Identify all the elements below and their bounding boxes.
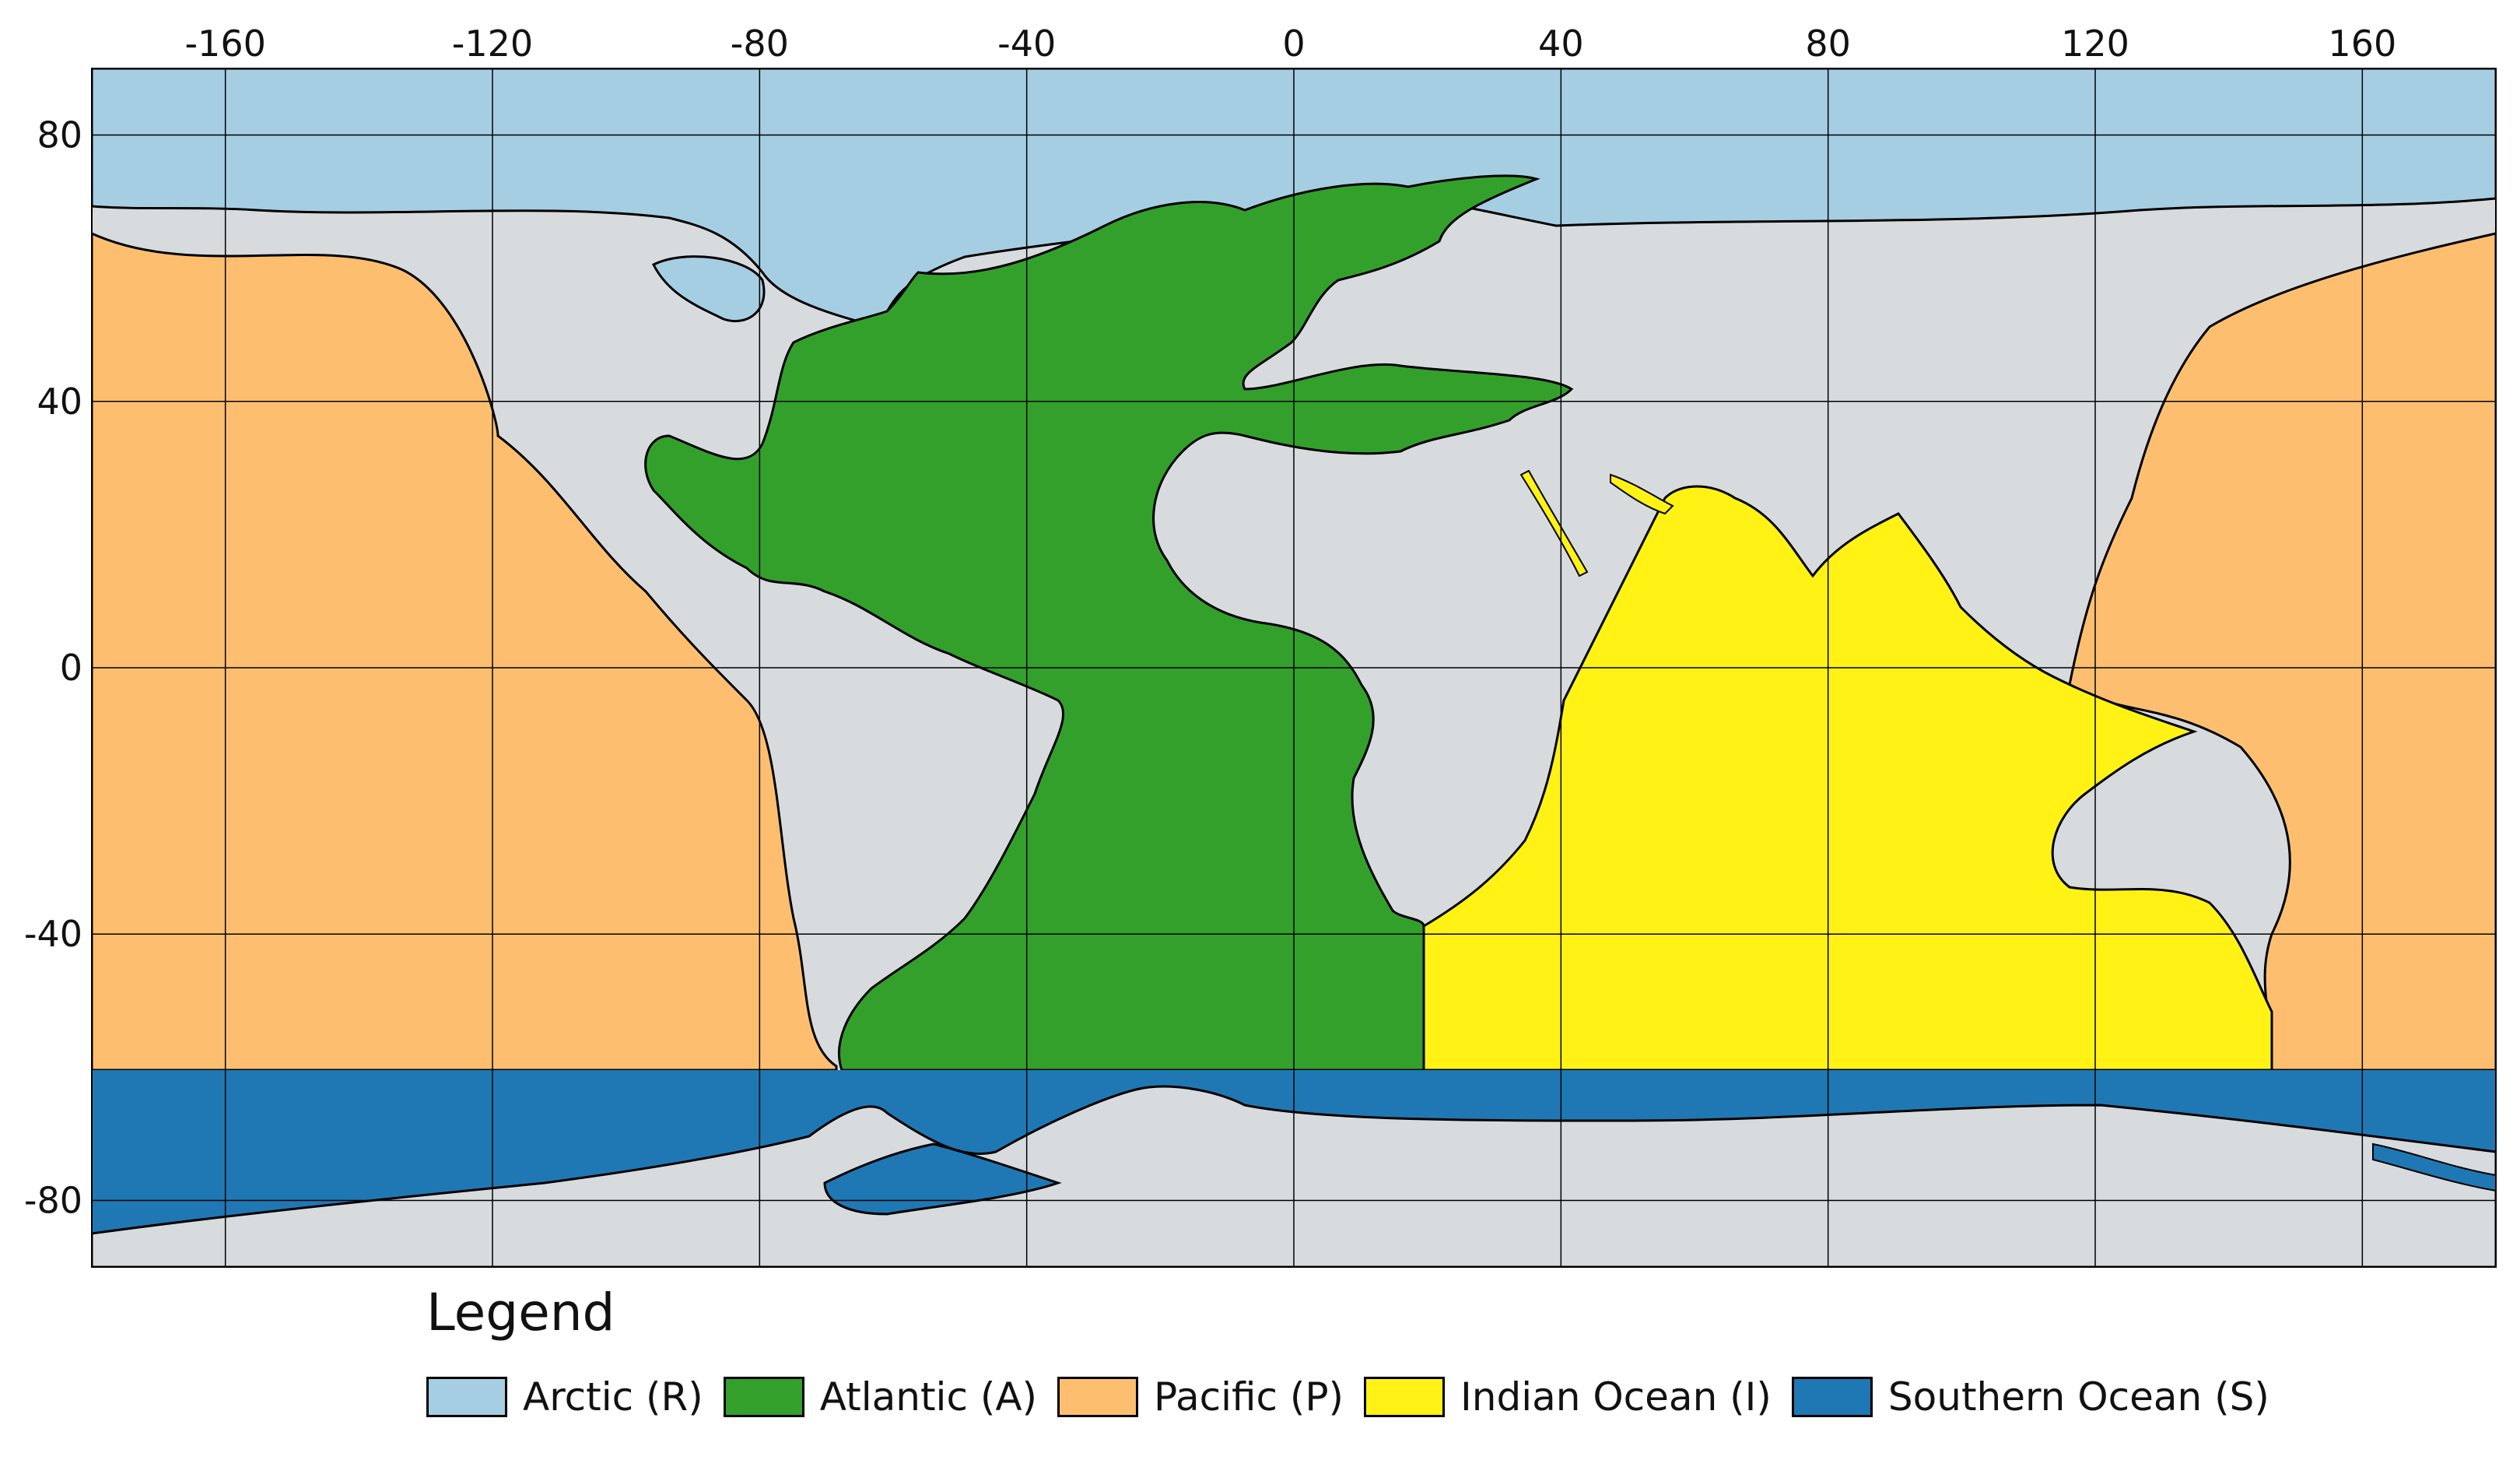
- latitude-tick-label: 40: [37, 381, 82, 423]
- legend-item: Southern Ocean (S): [1791, 1374, 2269, 1420]
- legend-swatch: [1791, 1377, 1873, 1417]
- legend-label: Pacific (P): [1154, 1374, 1344, 1420]
- graticule: [92, 68, 2496, 1267]
- legend-swatch: [426, 1377, 507, 1417]
- legend-label: Indian Ocean (I): [1460, 1374, 1772, 1420]
- legend-item: Pacific (P): [1057, 1374, 1344, 1420]
- longitude-tick-label: 40: [1538, 23, 1584, 65]
- legend-item: Arctic (R): [426, 1374, 703, 1420]
- longitude-tick-label: 0: [1282, 23, 1305, 65]
- legend: Arctic (R) Atlantic (A) Pacific (P) Indian …: [426, 1370, 2290, 1424]
- latitude-labels: 80 40 0 -40 -80: [24, 114, 82, 1222]
- map-frame: [91, 68, 2497, 1268]
- longitude-tick-label: -80: [731, 23, 789, 65]
- persian-gulf: [1610, 473, 1674, 515]
- legend-item: Atlantic (A): [723, 1374, 1038, 1420]
- legend-item: Indian Ocean (I): [1364, 1374, 1772, 1420]
- latitude-tick-label: 80: [37, 114, 82, 156]
- atlantic-region: [644, 174, 1574, 1072]
- indian-region: [1422, 485, 2273, 1072]
- pacific-region-west: [92, 232, 838, 1072]
- latitude-tick-label: -80: [24, 1179, 82, 1221]
- legend-swatch: [1057, 1377, 1139, 1417]
- red-sea: [1519, 469, 1589, 577]
- legend-swatch: [1364, 1377, 1446, 1417]
- longitude-tick-label: 160: [2328, 23, 2396, 65]
- legend-label: Arctic (R): [523, 1374, 703, 1420]
- longitude-tick-label: -40: [997, 23, 1056, 65]
- hudson-bay: [651, 255, 766, 323]
- legend-title: Legend: [426, 1283, 615, 1342]
- latitude-tick-label: -40: [24, 913, 82, 955]
- longitude-tick-label: -120: [452, 23, 533, 65]
- longitude-tick-label: -160: [184, 23, 265, 65]
- longitude-tick-label: 80: [1805, 23, 1851, 65]
- ross-sea: [2372, 1142, 2496, 1192]
- latitude-tick-label: 0: [60, 647, 82, 689]
- weddell-sea: [823, 1142, 1062, 1216]
- legend-label: Atlantic (A): [819, 1374, 1038, 1420]
- legend-label: Southern Ocean (S): [1887, 1374, 2269, 1420]
- legend-swatch: [723, 1377, 804, 1417]
- longitude-labels: -160 -120 -80 -40 0 40 80 120 160: [184, 23, 2396, 65]
- longitude-tick-label: 120: [2061, 23, 2129, 65]
